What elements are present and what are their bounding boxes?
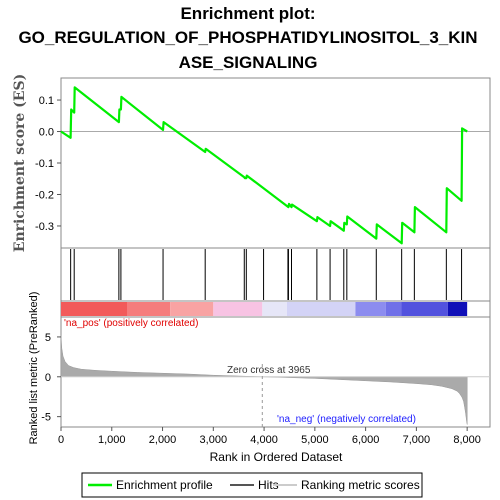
es-y-tick-label: -0.3 xyxy=(35,221,54,233)
es-axis-label: Enrichment score (ES) xyxy=(12,74,28,252)
legend-metric-label: Ranking metric scores xyxy=(301,478,420,492)
es-y-tick-label: 0.0 xyxy=(39,127,54,139)
metric-axis-label: Ranked list metric (PreRanked) xyxy=(28,292,40,445)
x-tick-label: 7,000 xyxy=(403,434,431,446)
rank-bar-segment xyxy=(401,302,448,316)
metric-y-tick-label: 0 xyxy=(45,372,51,384)
positive-label: 'na_pos' (positively correlated) xyxy=(64,318,198,329)
x-axis-ticks: 0 1,000 2,000 3,000 4,000 5,000 6,000 7,000 8,00… xyxy=(58,427,481,446)
ranked-metric-area xyxy=(60,335,490,425)
x-tick-label: 2,000 xyxy=(149,434,177,446)
zero-cross-label: Zero cross at 3965 xyxy=(227,365,311,376)
x-tick-label: 8,000 xyxy=(453,434,481,446)
x-tick-label: 6,000 xyxy=(352,434,380,446)
x-tick-label: 0 xyxy=(58,434,64,446)
title-line-1: Enrichment plot: xyxy=(180,4,315,23)
metric-y-axis-ticks: 5 0 -5 xyxy=(41,332,61,424)
rank-bar-segment xyxy=(61,302,127,316)
x-axis-label: Rank in Ordered Dataset xyxy=(210,450,343,464)
hit-marks xyxy=(70,249,463,300)
rank-bar-segment xyxy=(127,302,171,316)
es-y-tick-label: -0.2 xyxy=(35,189,54,201)
rank-bar-segment xyxy=(355,302,386,316)
metric-area xyxy=(60,335,468,425)
rank-bar-segment xyxy=(262,302,287,316)
title-line-3: ASE_SIGNALING xyxy=(179,53,318,72)
rank-color-bar xyxy=(61,302,468,316)
es-profile-line xyxy=(60,86,468,245)
rank-bar-segment xyxy=(385,302,402,316)
x-tick-label: 3,000 xyxy=(200,434,228,446)
enrichment-panel xyxy=(60,77,491,249)
x-tick-label: 5,000 xyxy=(301,434,329,446)
legend-hits-label: Hits xyxy=(258,478,279,492)
es-profile xyxy=(60,86,468,245)
hits-panel xyxy=(60,247,491,302)
rank-bar-segment xyxy=(286,302,356,316)
rank-bar-segment xyxy=(447,302,468,316)
es-y-axis-ticks: 0.1 0.0 -0.1 -0.2 -0.3 xyxy=(35,95,61,233)
rank-bar-segment xyxy=(170,302,214,316)
title-line-2: GO_REGULATION_OF_PHOSPHATIDYLINOSITOL_3_… xyxy=(18,28,477,47)
es-y-tick-label: -0.1 xyxy=(35,158,54,170)
es-y-tick-label: 0.1 xyxy=(39,95,54,107)
rank-bar-segment xyxy=(213,302,263,316)
metric-y-tick-label: 5 xyxy=(45,332,51,344)
negative-label: 'na_neg' (negatively correlated) xyxy=(277,414,416,425)
x-tick-label: 1,000 xyxy=(98,434,126,446)
x-tick-label: 4,000 xyxy=(250,434,278,446)
legend-enrichment-label: Enrichment profile xyxy=(116,478,213,492)
metric-y-tick-label: -5 xyxy=(41,412,51,424)
